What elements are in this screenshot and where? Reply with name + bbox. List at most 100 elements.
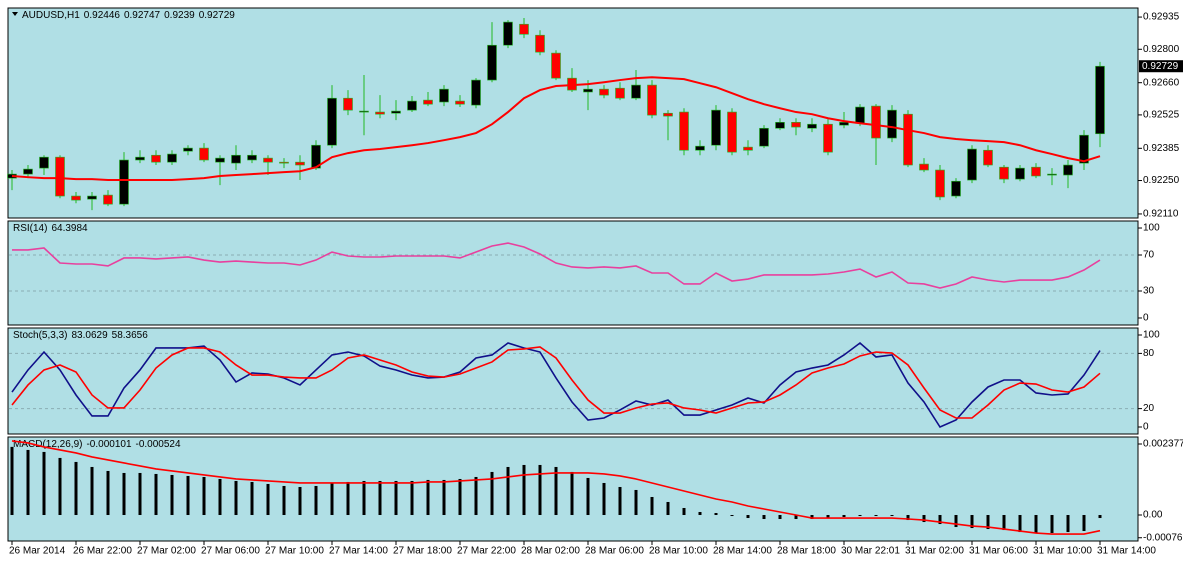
histogram-bar (314, 485, 318, 516)
histogram-bar (250, 481, 254, 516)
x-tick-label: 26 Mar 2014 (9, 546, 66, 557)
histogram-bar (826, 515, 830, 519)
candle-body (599, 88, 609, 96)
y-tick-label: 0.92250 (1143, 175, 1180, 186)
signal-line (11, 440, 1101, 535)
candle-body (487, 44, 497, 81)
x-tick-label: 27 Mar 02:00 (137, 546, 196, 557)
histogram-bar (458, 478, 462, 516)
histogram-bar (474, 476, 478, 516)
y-tick-label: 0.002377 (1143, 439, 1183, 450)
y-tick-label: 0.92525 (1143, 110, 1180, 121)
candle-body (375, 111, 385, 115)
candle-body (679, 111, 689, 151)
header-item: MACD(12,26,9) (13, 439, 82, 450)
histogram-bar (762, 515, 766, 520)
panel-header: RSI(14) 64.3984 (13, 223, 88, 234)
candle-body (1063, 164, 1073, 176)
histogram-bar (330, 482, 334, 516)
candle-body (167, 153, 177, 163)
moving-average (11, 76, 1101, 182)
header-marker (12, 12, 18, 16)
candle-body (1047, 173, 1057, 176)
candle-body (183, 147, 193, 152)
histogram-bar (970, 515, 974, 529)
y-tick-label: 0.00 (1143, 510, 1163, 521)
y-tick-label: 0 (1143, 313, 1149, 324)
panel-header: Stoch(5,3,3) 83.0629 58.3656 (13, 330, 148, 341)
histogram-bar (794, 515, 798, 520)
y-tick-label: 70 (1143, 250, 1155, 261)
candle-body (119, 159, 129, 205)
header-item: -0.000101 (86, 439, 131, 450)
candle-body (951, 180, 961, 197)
histogram-bar (938, 515, 942, 525)
candle-body (263, 157, 273, 163)
candle-body (359, 110, 369, 113)
histogram-bar (1034, 515, 1038, 534)
panel (7, 220, 1139, 326)
y-tick-label: 100 (1143, 223, 1160, 234)
y-tick-label: 0.92110 (1143, 209, 1179, 220)
candle-body (151, 154, 161, 163)
indicator-line (12, 242, 1101, 289)
y-tick-label: 0.92935 (1143, 12, 1180, 23)
histogram-bar (218, 478, 222, 516)
header-item: RSI(14) (13, 223, 47, 234)
candle-body (327, 97, 337, 146)
candle-body (647, 84, 657, 116)
candle-body (887, 109, 897, 139)
histogram-bar (778, 515, 782, 520)
header-item: Stoch(5,3,3) (13, 330, 67, 341)
candle-body (759, 127, 769, 147)
histogram-bar (154, 473, 158, 516)
candle-body (471, 79, 481, 106)
histogram-bar (1066, 515, 1070, 533)
candle-body (935, 169, 945, 198)
x-tick-label: 30 Mar 22:01 (841, 546, 900, 557)
x-tick-label: 27 Mar 18:00 (393, 546, 452, 557)
candle-body (615, 87, 625, 99)
candle-body (87, 195, 97, 200)
x-tick-label: 31 Mar 14:00 (1097, 546, 1156, 557)
histogram-bar (858, 515, 862, 517)
histogram-bar (170, 474, 174, 516)
histogram-bar (234, 480, 238, 516)
header-item: 58.3656 (112, 330, 149, 341)
histogram-bar (890, 515, 894, 517)
candle-body (295, 161, 305, 166)
histogram-bar (682, 507, 686, 516)
histogram-bar (954, 515, 958, 528)
header-item: 0.92446 (84, 10, 121, 21)
candle-body (919, 163, 929, 171)
indicator-line (11, 346, 1101, 419)
x-tick-label: 27 Mar 22:00 (457, 546, 516, 557)
x-tick-label: 28 Mar 02:00 (521, 546, 580, 557)
histogram-bar (490, 471, 494, 516)
y-tick-label: 0 (1143, 422, 1149, 433)
candle-body (775, 122, 785, 129)
x-tick-label: 26 Mar 22:00 (73, 546, 132, 557)
histogram-bar (810, 515, 814, 520)
candle-body (807, 123, 817, 129)
candle-body (55, 156, 65, 197)
y-tick-label: -0.000761 (1143, 532, 1183, 543)
histogram-bar (842, 515, 846, 518)
candle-body (215, 157, 225, 163)
histogram-bar (874, 515, 878, 517)
header-item: 0.9239 (164, 10, 195, 21)
histogram-bar (906, 515, 910, 521)
histogram-bar (282, 485, 286, 516)
y-tick-label: 20 (1143, 403, 1155, 414)
histogram-bar (346, 481, 350, 516)
candle-body (1095, 65, 1105, 135)
candle-body (983, 149, 993, 166)
y-tick-label: 30 (1143, 286, 1155, 297)
candle-body (279, 161, 289, 164)
candle-body (455, 100, 465, 105)
histogram-bar (986, 515, 990, 530)
candle-body (135, 156, 145, 161)
histogram-bar (730, 515, 734, 517)
candle-body (631, 84, 641, 99)
